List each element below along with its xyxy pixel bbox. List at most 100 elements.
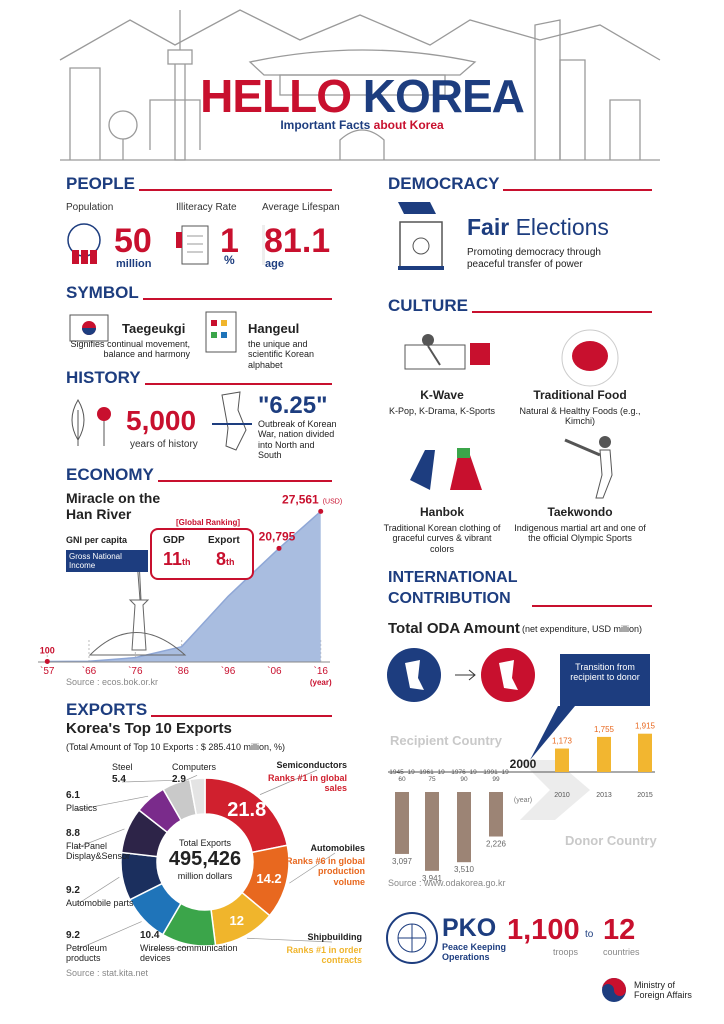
- oda-bar: [425, 792, 439, 871]
- to-text: to: [585, 929, 594, 940]
- rank-value: 8th: [216, 549, 235, 570]
- pko-desc: Peace Keeping Operations: [442, 942, 507, 963]
- symbol-desc: Signifies continual movement, balance an…: [70, 339, 190, 360]
- stat-unit: age: [265, 258, 284, 270]
- category-value: 8.8: [66, 828, 80, 839]
- ranking-label: [Global Ranking]: [176, 518, 240, 527]
- value-label: 2,226: [486, 840, 507, 849]
- category-label: Flat-Panel Display&Sensor: [66, 841, 131, 862]
- culture-name: K-Wave: [420, 388, 464, 402]
- category-label: Automobile parts: [66, 898, 134, 908]
- area-fill: [47, 511, 321, 662]
- hanbok-icon: [410, 448, 482, 490]
- oda-bar: [555, 748, 569, 772]
- leader-line: [75, 828, 125, 849]
- heading-text: HISTORY: [66, 368, 141, 387]
- oda-bar: [489, 792, 503, 837]
- culture-desc: Natural & Healthy Foods (e.g., Kimchi): [519, 406, 641, 427]
- category-label: Automobiles: [310, 843, 365, 853]
- rank-label: GDP: [163, 535, 185, 546]
- x-tick-label: 1945~1960: [389, 769, 415, 784]
- x-tick-label: 2000: [510, 757, 537, 771]
- tower-icon: [128, 559, 150, 651]
- leader-line: [149, 946, 188, 951]
- troops-value: 1,100: [507, 914, 580, 946]
- kimchi-icon: [561, 329, 619, 387]
- category-value: 10.4: [140, 930, 160, 941]
- title-part: KOREA: [362, 70, 525, 122]
- hangeul-icon: [205, 311, 237, 353]
- subtitle-part: about Korea: [373, 118, 444, 132]
- un-emblem: [386, 912, 438, 964]
- section-heading: ECONOMY: [66, 465, 332, 485]
- title-part: Fair: [467, 214, 510, 240]
- skyline: [59, 9, 661, 161]
- value-label: 3,097: [392, 857, 413, 866]
- section-heading: PEOPLE: [66, 174, 332, 194]
- series-label: Recipient Country: [390, 733, 503, 748]
- category-label: Plastics: [66, 803, 98, 813]
- x-tick-label: 2015: [637, 792, 653, 799]
- tree-icon: [71, 399, 111, 446]
- x-tick-label: `57: [40, 665, 55, 677]
- ballot-icon: [398, 202, 444, 270]
- pko-title: PKO: [442, 914, 497, 942]
- rank-number: 8: [216, 549, 227, 569]
- heading-text: DEMOCRACY: [388, 174, 500, 193]
- gni-point: [276, 545, 282, 551]
- value-label: 3,510: [454, 865, 475, 874]
- stat-value: 81.1: [264, 222, 331, 260]
- source: Source : stat.kita.net: [66, 968, 149, 978]
- troops-label: troops: [553, 947, 579, 957]
- value-label: 100: [40, 645, 55, 655]
- source: Source : ecos.bok.or.kr: [66, 677, 159, 687]
- category-label: Shipbuilding: [307, 932, 363, 942]
- rank-note: Ranks #6 in global production volume: [285, 856, 365, 887]
- stat-label: Illiteracy Rate: [176, 202, 237, 213]
- heading-text: CULTURE: [388, 296, 468, 315]
- stat-unit: million: [116, 258, 152, 270]
- value-label: 20,795: [259, 529, 296, 543]
- category-value: 5.4: [112, 774, 126, 785]
- transition-icons: [387, 648, 650, 760]
- ministry-name: Ministry of Foreign Affairs: [634, 980, 692, 1001]
- countries-value: 12: [603, 914, 636, 946]
- stat-value: 1: [220, 222, 239, 260]
- leader-line: [246, 937, 333, 943]
- x-tick-label: `16: [314, 665, 329, 677]
- value-label: 1,173: [552, 737, 573, 746]
- oda-bar: [457, 792, 471, 863]
- culture-name: Taekwondo: [547, 505, 613, 519]
- title-part: HELLO: [200, 70, 352, 122]
- leader-line: [75, 921, 142, 951]
- x-tick-label: `96: [221, 665, 236, 677]
- hill: [88, 632, 187, 656]
- subtitle: Important Facts about Korea: [0, 118, 724, 133]
- title-part: Elections: [515, 214, 609, 240]
- oda-bar: [638, 733, 652, 772]
- x-tick-label: `06: [267, 665, 282, 677]
- section-heading: EXPORTS: [66, 700, 332, 720]
- center-unit: million dollars: [177, 871, 233, 882]
- symbol-desc: the unique and scientific Korean alphabe…: [248, 339, 315, 370]
- section-heading: INTERNATIONAL CONTRIBUTION: [388, 568, 652, 610]
- rank-suffix: th: [182, 557, 191, 567]
- category-label: Steel: [112, 762, 133, 772]
- x-tick-label: `76: [128, 665, 143, 677]
- flag-icon: [69, 314, 109, 342]
- countries-label: countries: [603, 947, 640, 957]
- center-label: Total Exports: [178, 838, 232, 848]
- x-tick-label: 2010: [554, 792, 570, 799]
- x-tick-label: `66: [82, 665, 97, 677]
- peninsula-icon: [212, 391, 252, 451]
- section-heading: SYMBOL: [66, 283, 332, 303]
- series-label: Donor Country: [565, 833, 657, 848]
- stat-label: Population: [66, 202, 114, 213]
- center-value: 495,426: [168, 848, 242, 871]
- value-label: 1,915: [635, 722, 656, 731]
- direction-arrow: [520, 760, 590, 820]
- section-heading: CULTURE: [388, 296, 652, 316]
- symbol-name: Hangeul: [248, 321, 300, 336]
